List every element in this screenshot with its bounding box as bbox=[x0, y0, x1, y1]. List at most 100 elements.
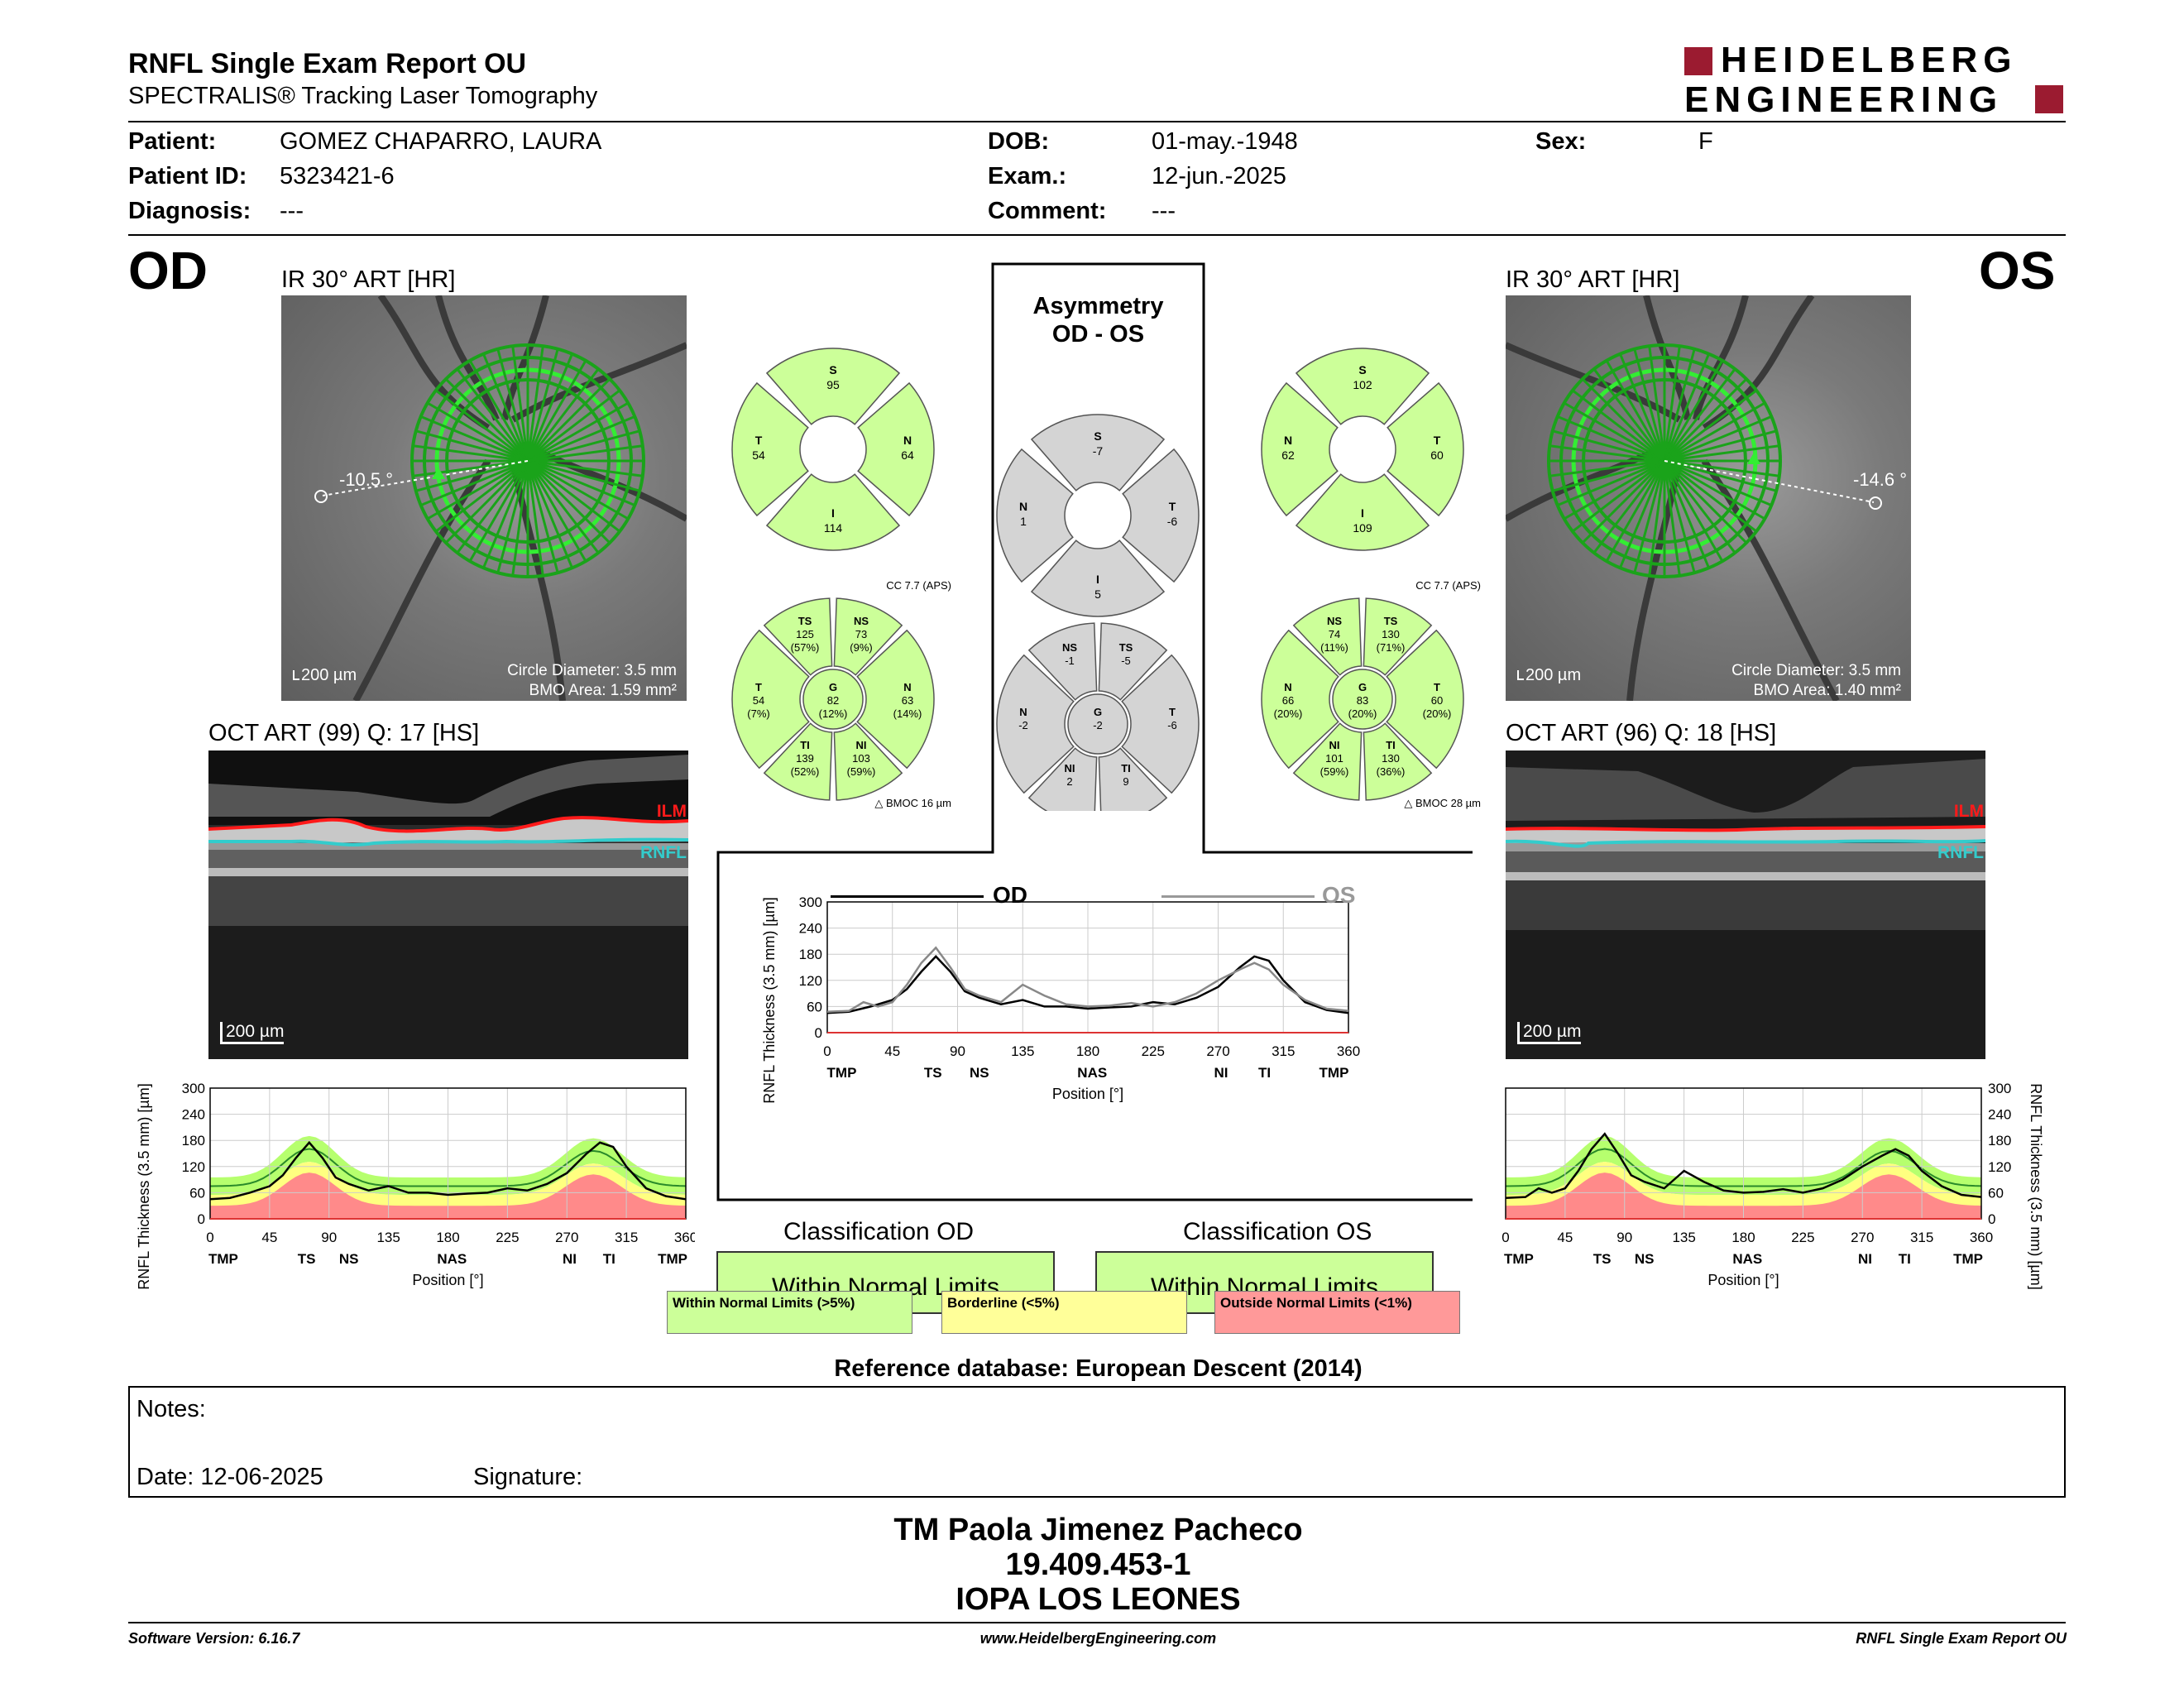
os6-value-TI: (36%) bbox=[1377, 765, 1406, 778]
scan-spoke bbox=[1552, 459, 1665, 492]
scan-spoke bbox=[1664, 429, 1777, 463]
y-axis-label: RNFL Thickness (3.5 mm) [µm] bbox=[136, 1083, 152, 1289]
signature-label: Signature: bbox=[473, 1464, 583, 1490]
od-rnfl-chart: 0 60 120 180 240 300 0 45 90 135 180 225 270 315 360 TM… bbox=[136, 1081, 695, 1290]
diff6-sector-G bbox=[1067, 693, 1128, 755]
sector-axis-label: NS bbox=[339, 1251, 359, 1267]
sector-axis-label: NAS bbox=[1732, 1251, 1762, 1267]
os-cc-label: CC 7.7 (APS) bbox=[1415, 579, 1481, 592]
scan-spoke bbox=[1648, 460, 1666, 576]
diff-quad-value-I: 5 bbox=[1094, 587, 1101, 601]
exam-label: Exam.: bbox=[988, 163, 1067, 189]
os-fundus-image: -14.6 ° 200 µm Circle Diameter: 3.5 mm B… bbox=[1506, 295, 1911, 701]
notes-box: Notes: Date: 12-06-2025 Signature: bbox=[128, 1386, 2066, 1498]
scan-spoke bbox=[1664, 459, 1772, 506]
x-tick-label: 180 bbox=[1731, 1230, 1755, 1245]
sector-axis-label: NS bbox=[970, 1065, 989, 1081]
sector-axis-label: TMP bbox=[658, 1251, 687, 1267]
y-tick-label: 120 bbox=[799, 973, 822, 989]
software-version: Software Version: 6.16.7 bbox=[128, 1630, 300, 1647]
os-quad-label-T: T bbox=[1434, 434, 1441, 447]
y-tick-label: 60 bbox=[807, 999, 822, 1014]
od-scale-label: 200 µm bbox=[301, 666, 357, 684]
od-quad-value-S: 95 bbox=[826, 378, 840, 391]
exam-value: 12-jun.-2025 bbox=[1152, 163, 1286, 189]
od-ilm-label: ILM bbox=[656, 802, 687, 821]
scan-spoke bbox=[1557, 459, 1665, 506]
scan-spoke bbox=[527, 429, 640, 463]
scan-spoke bbox=[413, 459, 529, 477]
od6-value-TS: (57%) bbox=[791, 641, 820, 654]
legend-borderline: Borderline (<5%) bbox=[941, 1291, 1187, 1334]
x-tick-label: 0 bbox=[206, 1230, 213, 1245]
os-sector-S bbox=[1295, 348, 1430, 425]
scan-spoke bbox=[1633, 460, 1666, 573]
report-subtitle: SPECTRALIS® Tracking Laser Tomography bbox=[128, 83, 598, 109]
sector-axis-label: TI bbox=[1899, 1251, 1911, 1267]
scan-spoke bbox=[526, 460, 544, 576]
report-title: RNFL Single Exam Report OU bbox=[128, 48, 527, 79]
patient-id: 5323421-6 bbox=[280, 163, 395, 189]
scan-spoke bbox=[1605, 460, 1666, 562]
patient-label: Patient: bbox=[128, 128, 217, 155]
scan-spoke bbox=[1664, 444, 1779, 463]
website-link[interactable]: www.HeidelbergEngineering.com bbox=[979, 1630, 1217, 1647]
asymmetry-title-line2: OD - OS bbox=[1051, 321, 1145, 348]
x-tick-label: 135 bbox=[1011, 1043, 1034, 1059]
scan-spoke bbox=[1572, 459, 1665, 533]
od6-value-G: 82 bbox=[827, 694, 839, 707]
os-quad-value-T: 60 bbox=[1430, 448, 1444, 462]
os6-value-TS: 130 bbox=[1382, 628, 1400, 640]
diff-quad-label-N: N bbox=[1019, 500, 1027, 513]
sector-axis-label: TI bbox=[603, 1251, 615, 1267]
diff6-value-G: -2 bbox=[1093, 719, 1103, 731]
x-tick-label: 270 bbox=[1851, 1230, 1874, 1245]
od6-label-NI: NI bbox=[856, 739, 867, 751]
scan-spoke bbox=[1663, 377, 1748, 463]
scan-spoke bbox=[511, 460, 529, 576]
scan-spoke bbox=[1664, 459, 1757, 533]
od-scale-bar: 200 µm bbox=[293, 666, 357, 685]
diff6-sector-TS bbox=[1098, 622, 1168, 701]
os-quad-label-I: I bbox=[1361, 506, 1364, 520]
scan-spoke bbox=[526, 353, 573, 462]
scan-spoke bbox=[1664, 459, 1779, 477]
sex-label: Sex: bbox=[1535, 128, 1587, 155]
scan-spoke bbox=[1605, 360, 1666, 462]
x-tick-label: 180 bbox=[1076, 1043, 1099, 1059]
x-tick-label: 45 bbox=[884, 1043, 900, 1059]
od6-value-NS: (9%) bbox=[850, 641, 872, 654]
scan-spoke bbox=[420, 459, 529, 506]
logo-text-heidelberg: HEIDELBERG bbox=[1721, 40, 2018, 80]
diff6-value-N: -2 bbox=[1018, 719, 1028, 731]
diff-quad-label-I: I bbox=[1096, 573, 1099, 586]
scan-spoke bbox=[456, 368, 529, 462]
os-bmoc-label: △ BMOC 28 µm bbox=[1404, 797, 1481, 809]
diff6-label-NI: NI bbox=[1065, 762, 1075, 774]
os6-value-NI: 101 bbox=[1325, 752, 1343, 765]
od6-sector-NS bbox=[833, 597, 903, 676]
classification-os-title: Classification OS bbox=[1183, 1218, 1372, 1245]
series-line-od bbox=[826, 955, 1349, 1014]
scan-spoke bbox=[526, 346, 544, 462]
series-line-od bbox=[209, 1140, 687, 1201]
sector-axis-label: NI bbox=[1214, 1065, 1228, 1081]
od-oct-bscan: ILM RNFL 200 µm bbox=[208, 750, 688, 1059]
os6-label-TI: TI bbox=[1386, 739, 1396, 751]
scan-spoke bbox=[1564, 401, 1665, 463]
scan-spoke bbox=[527, 401, 629, 463]
x-tick-label: 270 bbox=[1206, 1043, 1229, 1059]
os6-label-T: T bbox=[1434, 681, 1440, 693]
scan-spoke bbox=[427, 401, 529, 463]
scan-spoke bbox=[526, 348, 559, 462]
signer-id: 19.409.453-1 bbox=[1005, 1547, 1191, 1582]
scan-spoke bbox=[1572, 389, 1665, 463]
scan-spoke bbox=[1664, 389, 1757, 463]
os-sector-I bbox=[1295, 473, 1430, 551]
scan-spoke bbox=[1557, 415, 1665, 463]
scan-spoke bbox=[435, 459, 529, 533]
od-scan-overlay bbox=[314, 295, 687, 701]
diff6-label-TI: TI bbox=[1121, 762, 1131, 774]
scan-spoke bbox=[496, 348, 529, 462]
